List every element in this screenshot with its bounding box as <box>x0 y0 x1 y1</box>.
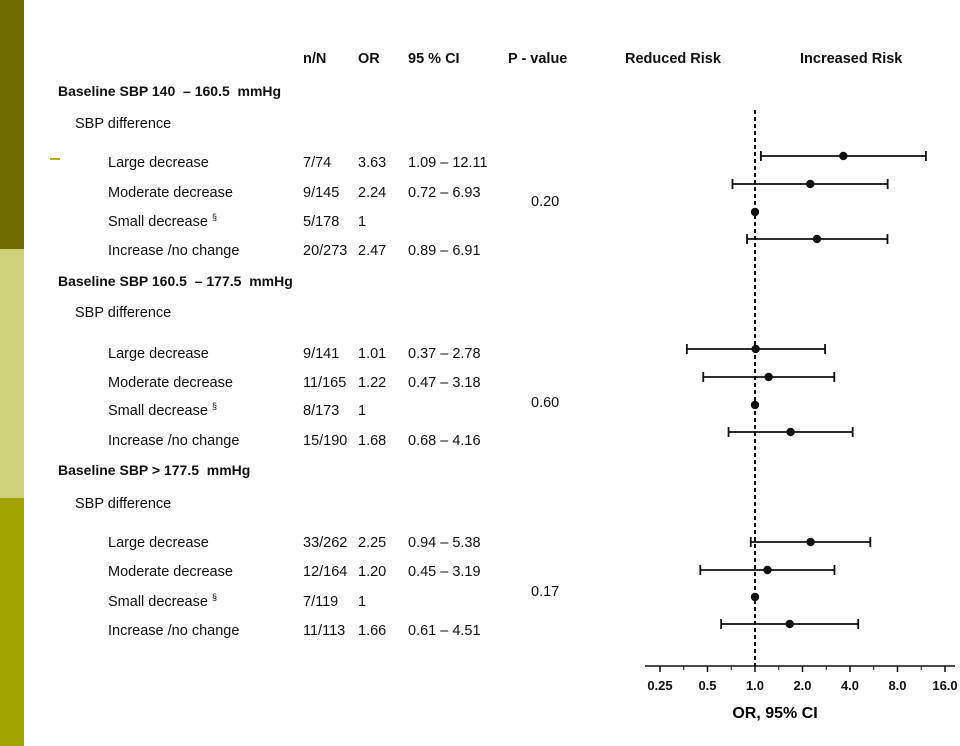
x-tick-label: 0.25 <box>647 678 672 693</box>
section-mark: § <box>211 212 217 223</box>
or-point <box>751 344 760 354</box>
x-tick-label: 8.0 <box>888 678 906 693</box>
or-point <box>764 372 773 382</box>
or-point <box>786 427 795 437</box>
or-point <box>763 565 772 575</box>
row-label: Large decrease <box>108 535 209 551</box>
row-or: 1.66 <box>358 623 387 639</box>
group-title: Baseline SBP 160.5 – 177.5 mmHg <box>58 273 293 289</box>
group-subtitle: SBP difference <box>75 116 172 132</box>
row-or: 3.63 <box>358 155 387 171</box>
row-nN: 7/74 <box>303 155 332 171</box>
or-point <box>750 400 760 410</box>
header-or: OR <box>358 51 380 67</box>
group-title: Baseline SBP 140 – 160.5 mmHg <box>58 83 282 99</box>
row-label: Moderate decrease <box>108 375 233 391</box>
side-stripe-middle <box>0 249 24 498</box>
header-ci: 95 % CI <box>408 51 460 67</box>
or-point <box>806 537 815 547</box>
group-p-value: 0.17 <box>531 584 560 600</box>
row-ci: 0.89 – 6.91 <box>408 243 481 259</box>
x-tick-label: 4.0 <box>841 678 859 693</box>
row-or: 1 <box>358 214 367 230</box>
row-nN: 33/262 <box>303 535 348 551</box>
or-point <box>839 151 848 161</box>
header-reduced-risk: Reduced Risk <box>625 51 721 67</box>
side-stripe-bottom <box>0 498 24 746</box>
or-point <box>750 207 760 217</box>
header-p-value: P - value <box>508 51 568 67</box>
row-ci: 0.68 – 4.16 <box>408 433 481 449</box>
row-or: 2.24 <box>358 185 387 201</box>
or-point <box>806 179 815 189</box>
row-or: 2.25 <box>358 535 387 551</box>
x-tick-label: 1.0 <box>746 678 764 693</box>
row-nN: 11/165 <box>303 375 347 391</box>
row-ci: 0.45 – 3.19 <box>408 564 481 580</box>
row-ci: 0.37 – 2.78 <box>408 346 481 362</box>
row-or: 1.22 <box>358 375 387 391</box>
or-point <box>812 234 822 244</box>
row-or: 1 <box>358 403 367 419</box>
row-or: 1.01 <box>358 346 387 362</box>
row-nN: 8/173 <box>303 403 340 419</box>
row-label: Increase /no change <box>108 623 240 639</box>
row-nN: 12/164 <box>303 564 348 580</box>
row-or: 1 <box>358 594 367 610</box>
x-tick-label: 16.0 <box>932 678 957 693</box>
row-label: Small decrease § <box>108 212 217 230</box>
section-mark: § <box>211 401 217 412</box>
row-nN: 5/178 <box>303 214 340 230</box>
row-ci: 0.72 – 6.93 <box>408 185 481 201</box>
row-nN: 9/145 <box>303 185 340 201</box>
row-or: 1.68 <box>358 433 387 449</box>
x-axis-label: OR, 95% CI <box>732 705 817 722</box>
row-or: 1.20 <box>358 564 387 580</box>
row-nN: 11/113 <box>303 623 346 639</box>
row-nN: 20/273 <box>303 243 348 259</box>
section-mark: § <box>211 592 217 603</box>
header-nN: n/N <box>303 51 327 67</box>
row-ci: 1.09 – 12.11 <box>408 155 488 171</box>
row-label: Large decrease <box>108 155 209 171</box>
group-subtitle: SBP difference <box>75 496 172 512</box>
row-nN: 7/119 <box>303 594 339 610</box>
accent-dash <box>50 158 60 160</box>
row-label: Small decrease § <box>108 592 217 610</box>
row-label: Small decrease § <box>108 401 217 419</box>
row-label: Moderate decrease <box>108 185 233 201</box>
group-subtitle: SBP difference <box>75 305 172 321</box>
or-point <box>785 619 794 629</box>
row-nN: 15/190 <box>303 433 348 449</box>
row-nN: 9/141 <box>303 346 340 362</box>
group-p-value: 0.60 <box>531 395 560 411</box>
row-ci: 0.47 – 3.18 <box>408 375 481 391</box>
x-tick-label: 0.5 <box>698 678 716 693</box>
row-label: Large decrease <box>108 346 209 362</box>
row-label: Increase /no change <box>108 243 240 259</box>
side-stripe-top <box>0 0 24 249</box>
row-label: Increase /no change <box>108 433 240 449</box>
row-ci: 0.61 – 4.51 <box>408 623 481 639</box>
group-p-value: 0.20 <box>531 194 560 210</box>
x-tick-label: 2.0 <box>793 678 811 693</box>
row-or: 2.47 <box>358 243 387 259</box>
row-label: Moderate decrease <box>108 564 233 580</box>
or-point <box>750 592 760 602</box>
row-ci: 0.94 – 5.38 <box>408 535 481 551</box>
header-increased-risk: Increased Risk <box>800 51 903 67</box>
group-title: Baseline SBP > 177.5 mmHg <box>58 462 251 478</box>
